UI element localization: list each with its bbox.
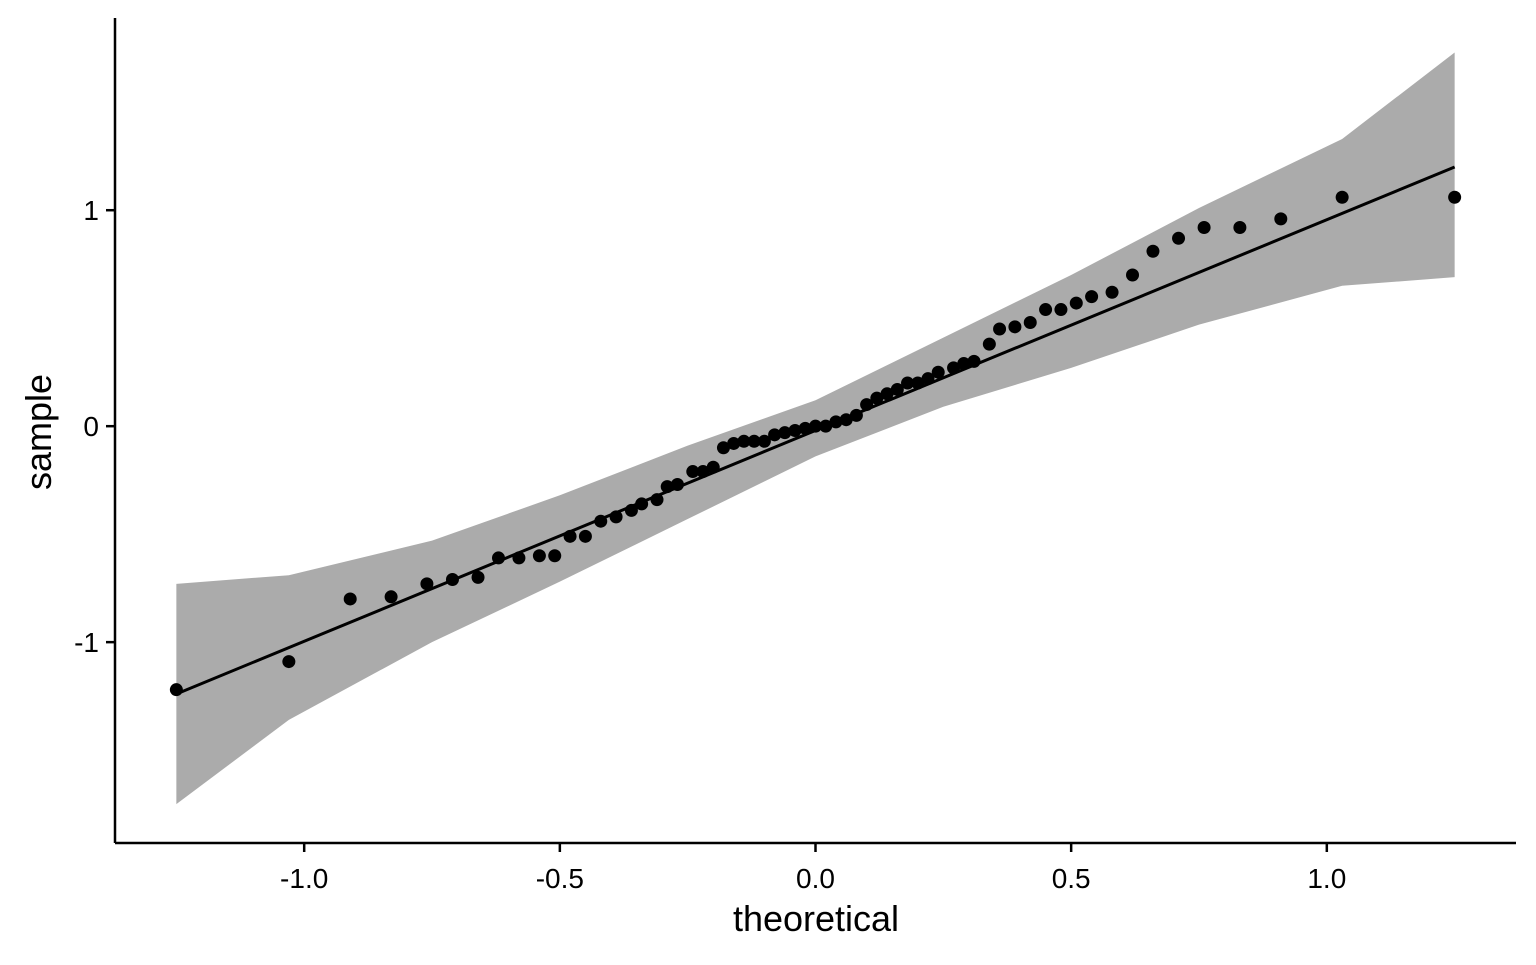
data-point: [420, 577, 434, 591]
data-point: [670, 477, 684, 491]
data-point: [563, 529, 577, 543]
data-point: [757, 434, 771, 448]
x-tick-label: -0.5: [536, 863, 584, 894]
data-point: [947, 361, 961, 375]
data-point: [957, 357, 971, 371]
data-point: [169, 683, 183, 697]
data-point: [993, 322, 1007, 336]
data-point: [471, 570, 485, 584]
data-point: [1197, 220, 1211, 234]
data-point: [650, 493, 664, 507]
data-point: [880, 387, 894, 401]
data-point: [1335, 190, 1349, 204]
data-point: [768, 428, 782, 442]
data-point: [870, 391, 884, 405]
data-point: [706, 460, 720, 474]
data-point: [282, 655, 296, 669]
data-point: [384, 590, 398, 604]
data-point: [548, 549, 562, 563]
data-point: [1008, 320, 1022, 334]
x-tick-label: 0.0: [796, 863, 835, 894]
x-tick-label: 0.5: [1052, 863, 1091, 894]
data-point: [716, 441, 730, 455]
data-point: [890, 382, 904, 396]
data-point: [491, 551, 505, 565]
data-point: [445, 573, 459, 587]
data-point: [809, 419, 822, 433]
data-point: [737, 434, 751, 448]
data-point: [343, 592, 357, 606]
data-point: [931, 365, 945, 379]
data-point: [778, 426, 792, 440]
data-point: [660, 480, 674, 494]
y-tick-label: -1: [74, 627, 99, 658]
data-point: [839, 413, 853, 427]
data-point: [532, 549, 546, 563]
data-point: [624, 503, 638, 517]
data-point: [921, 372, 935, 386]
data-point: [829, 415, 843, 429]
data-point: [727, 436, 741, 450]
data-point: [860, 398, 874, 412]
y-tick-label: 0: [83, 411, 99, 442]
y-tick-label: 1: [83, 195, 99, 226]
data-point: [1448, 190, 1462, 204]
data-point: [512, 551, 526, 565]
data-point: [747, 434, 761, 448]
x-tick-label: 1.0: [1307, 863, 1346, 894]
x-tick-label: -1.0: [280, 863, 328, 894]
data-point: [1172, 231, 1186, 245]
data-point: [635, 497, 649, 511]
data-point: [578, 529, 592, 543]
data-point: [1126, 268, 1140, 282]
data-point: [967, 354, 981, 368]
data-point: [609, 510, 623, 524]
data-point: [819, 419, 833, 433]
data-point: [1069, 296, 1083, 310]
data-point: [798, 421, 812, 435]
data-point: [911, 376, 925, 390]
data-point: [686, 465, 700, 479]
data-point: [1274, 212, 1288, 226]
data-point: [788, 424, 802, 437]
x-axis-title: theoretical: [733, 898, 899, 939]
data-point: [1023, 316, 1037, 330]
y-axis-title: sample: [18, 374, 59, 490]
data-point: [849, 408, 863, 422]
ticks-layer: -1.0 -0.5 0.0 0.5 1.0 -1 0 1: [74, 195, 1346, 894]
data-point: [901, 376, 915, 390]
data-point: [1233, 220, 1247, 234]
data-point: [982, 337, 996, 351]
data-point: [594, 514, 608, 528]
points-layer: [169, 190, 1462, 697]
data-point: [1105, 285, 1119, 299]
data-point: [1146, 244, 1160, 258]
data-point: [696, 465, 710, 479]
data-point: [1085, 290, 1099, 304]
data-point: [1054, 303, 1068, 317]
data-point: [1039, 303, 1053, 317]
